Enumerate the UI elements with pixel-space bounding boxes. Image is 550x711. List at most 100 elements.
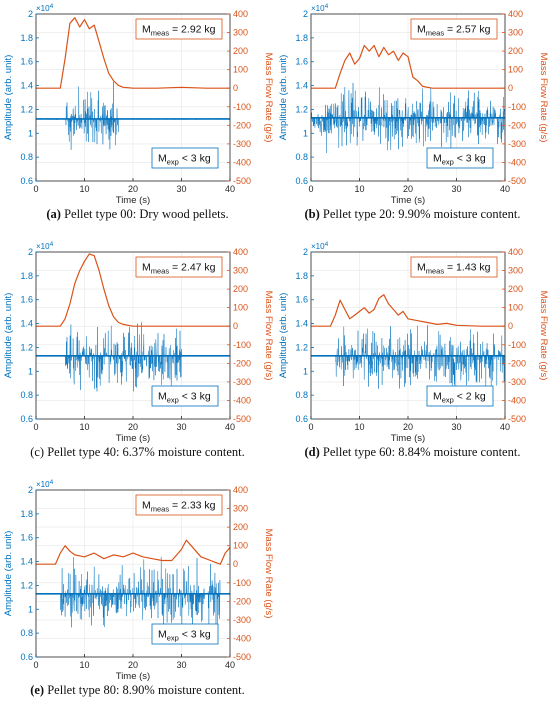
meas-label-box: Mmeas = 1.43 kg	[410, 256, 498, 278]
left-tick-label: 0.6	[295, 414, 308, 424]
chart-svg-e: 0 10 20 30 40 Time (s) 0.6 0.8 1 1.2 1.4 1.6 1.8 2 Amp…	[3, 479, 274, 681]
right-tick-label: 300	[233, 266, 248, 276]
left-tick-label: 2	[303, 9, 308, 19]
left-tick-label: 1.4	[20, 81, 33, 91]
x-tick-label: 40	[500, 422, 510, 432]
right-axis-label: Mass Flow Rate (g/s)	[538, 291, 549, 381]
caption-label-e: (e)	[30, 683, 45, 697]
right-tick-label: 200	[233, 46, 248, 56]
x-tick-label: 20	[128, 184, 138, 194]
right-tick-label: 100	[233, 65, 248, 75]
left-tick-label: 2	[28, 9, 33, 19]
x-tick-label: 20	[128, 422, 138, 432]
exp-label-box: Mexp < 2 kg	[426, 385, 494, 407]
left-tick-label: 1.6	[295, 295, 308, 305]
right-tick-label: -100	[233, 578, 251, 588]
caption-text-e: Pellet type 80: 8.90% moisture content.	[44, 683, 245, 697]
caption-text-a: Pellet type 00: Dry wood pellets.	[60, 207, 229, 221]
left-tick-label: 1	[303, 128, 308, 138]
x-tick-label: 30	[176, 184, 186, 194]
chart-panel-d: 0 10 20 30 40 Time (s) 0.6 0.8 1 1.2 1.4 1.6 1.8 2 Amp…	[275, 238, 550, 473]
svg-text:Mexp < 3 kg: Mexp < 3 kg	[433, 153, 486, 167]
mass-flow-series-line	[311, 44, 505, 89]
right-tick-label: 0	[233, 83, 238, 93]
caption-label-d: (d)	[304, 445, 320, 459]
left-tick-label: 1.6	[20, 533, 33, 543]
svg-text:Mexp < 3 kg: Mexp < 3 kg	[158, 153, 211, 167]
left-tick-label: 2	[303, 247, 308, 257]
right-tick-label: 200	[508, 284, 523, 294]
right-tick-label: -200	[233, 120, 251, 130]
left-tick-label: 2	[28, 247, 33, 257]
x-axis-label: Time (s)	[391, 195, 425, 205]
left-tick-label: 1.6	[295, 57, 308, 67]
left-tick-label: 1.2	[20, 580, 33, 590]
x-tick-label: 0	[33, 422, 38, 432]
meas-label-box: Mmeas = 2.57 kg	[410, 18, 498, 40]
x-tick-label: 40	[225, 660, 235, 670]
right-tick-label: 400	[508, 9, 523, 19]
left-tick-label: 1.8	[20, 509, 33, 519]
right-tick-label: -100	[233, 102, 251, 112]
left-tick-label: 1.2	[20, 342, 33, 352]
right-tick-label: -400	[508, 395, 526, 405]
right-tick-label: -100	[508, 102, 526, 112]
right-tick-label: -300	[508, 377, 526, 387]
mass-flow-series-line	[36, 539, 231, 565]
x-tick-label: 20	[403, 184, 413, 194]
left-axis-exponent: ×104	[311, 3, 329, 13]
left-tick-label: 0.6	[20, 414, 33, 424]
right-tick-label: 100	[233, 303, 248, 313]
left-tick-label: 1.6	[20, 295, 33, 305]
x-tick-label: 10	[354, 422, 364, 432]
chart-panel-a: 0 10 20 30 40 Time (s) 0.6 0.8 1 1.2 1.4 1.6 1.8 2 Amp…	[0, 0, 275, 235]
right-tick-label: 400	[233, 247, 248, 257]
right-tick-label: -400	[233, 633, 251, 643]
right-tick-label: -100	[508, 340, 526, 350]
left-tick-label: 0.6	[20, 652, 33, 662]
left-tick-label: 0.8	[20, 390, 33, 400]
left-tick-label: 1.8	[295, 33, 308, 43]
left-tick-label: 1.8	[20, 271, 33, 281]
caption-label-a: (a)	[46, 207, 61, 221]
mass-flow-series-line	[36, 253, 230, 327]
right-tick-label: 200	[233, 284, 248, 294]
left-axis-exponent: ×104	[311, 241, 329, 251]
right-tick-label: -300	[233, 377, 251, 387]
right-tick-label: -300	[233, 615, 251, 625]
right-tick-label: -300	[508, 139, 526, 149]
right-tick-label: 0	[233, 321, 238, 331]
right-tick-label: 300	[508, 266, 523, 276]
left-tick-label: 1.4	[20, 557, 33, 567]
left-tick-label: 1.2	[20, 104, 33, 114]
caption-d: (d) Pellet type 60: 8.84% moisture conte…	[275, 445, 550, 460]
x-tick-label: 10	[354, 184, 364, 194]
meas-label-box: Mmeas = 2.47 kg	[135, 256, 223, 278]
caption-label-c: (c)	[30, 445, 45, 459]
x-tick-label: 30	[451, 422, 461, 432]
mass-flow-series-line	[311, 294, 505, 327]
x-tick-label: 10	[79, 422, 89, 432]
chart-panel-e: 0 10 20 30 40 Time (s) 0.6 0.8 1 1.2 1.4 1.6 1.8 2 Amp…	[0, 476, 275, 711]
chart-panel-c: 0 10 20 30 40 Time (s) 0.6 0.8 1 1.2 1.4 1.6 1.8 2 Amp…	[0, 238, 275, 473]
chart-svg-d: 0 10 20 30 40 Time (s) 0.6 0.8 1 1.2 1.4 1.6 1.8 2 Amp…	[278, 241, 549, 443]
right-tick-label: 0	[233, 559, 238, 569]
caption-c: (c) Pellet type 40: 6.37% moisture conte…	[0, 445, 275, 460]
exp-label-box: Mexp < 3 kg	[151, 623, 219, 645]
left-tick-label: 1.8	[20, 33, 33, 43]
right-tick-label: 400	[233, 485, 248, 495]
left-tick-label: 1.6	[20, 57, 33, 67]
right-tick-label: -500	[508, 414, 526, 424]
svg-text:Mmeas = 2.92 kg: Mmeas = 2.92 kg	[142, 24, 216, 38]
chart-panel-b: 0 10 20 30 40 Time (s) 0.6 0.8 1 1.2 1.4 1.6 1.8 2 Amp…	[275, 0, 550, 235]
caption-text-b: Pellet type 20: 9.90% moisture content.	[319, 207, 521, 221]
right-tick-label: -200	[233, 358, 251, 368]
exp-label-box: Mexp < 3 kg	[151, 385, 219, 407]
right-tick-label: -500	[233, 414, 251, 424]
left-axis-label: Amplitude (arb. unit)	[278, 293, 289, 379]
left-axis-exponent: ×104	[36, 3, 54, 13]
right-tick-label: 300	[233, 504, 248, 514]
x-tick-label: 30	[176, 422, 186, 432]
left-tick-label: 1	[28, 366, 33, 376]
right-tick-label: 300	[508, 28, 523, 38]
